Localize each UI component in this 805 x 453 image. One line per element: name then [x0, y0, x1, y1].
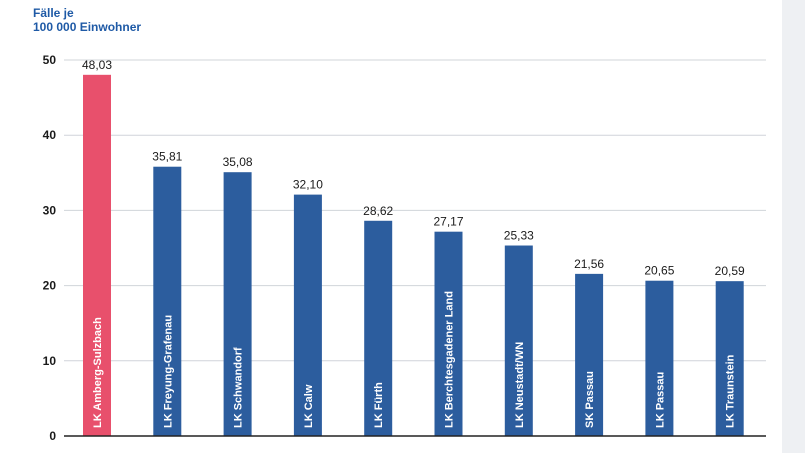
- page-edge-strip: [782, 0, 805, 453]
- y-tick-label: 0: [49, 429, 56, 443]
- y-tick-label: 40: [43, 128, 57, 142]
- bar: [504, 245, 533, 436]
- category-label: LK Amberg-Sulzbach: [92, 317, 104, 428]
- category-label: LK Neustadt/WN: [514, 342, 526, 428]
- chart-frame: Fälle je 100 000 Einwohner 0 10 20 30 40 50 48…: [33, 6, 766, 443]
- y-axis-unit-line-1: Fälle je: [33, 6, 74, 20]
- value-label: 35,08: [223, 155, 253, 169]
- category-label: LK Fürth: [373, 382, 385, 428]
- y-tick-label: 10: [43, 354, 57, 368]
- bar: [293, 194, 322, 436]
- category-label: LK Traunstein: [725, 354, 737, 428]
- y-axis-unit-line-2: 100 000 Einwohner: [33, 20, 142, 34]
- y-tick-label: 30: [43, 203, 57, 217]
- y-axis-unit-label: Fälle je 100 000 Einwohner: [33, 6, 141, 34]
- bar-chart: 0 10 20 30 40 50 48,03 LK Amberg-Sulzbach 35,81 L…: [43, 53, 766, 443]
- category-label: LK Passau: [654, 372, 666, 428]
- y-tick-label: 20: [43, 279, 57, 293]
- value-label: 35,81: [152, 150, 182, 164]
- value-label: 48,03: [82, 58, 112, 72]
- category-label: LK Berchtesgadener Land: [444, 291, 456, 428]
- category-label: LK Freyung-Grafenau: [162, 315, 174, 428]
- bar: [83, 74, 111, 437]
- value-label: 28,62: [363, 204, 393, 218]
- bar: [223, 172, 252, 436]
- value-label: 25,33: [504, 229, 534, 243]
- category-label: SK Passau: [584, 371, 596, 428]
- bar: [434, 231, 463, 436]
- value-label: 21,56: [574, 257, 604, 271]
- value-label: 20,59: [715, 264, 745, 278]
- category-label: LK Calw: [303, 384, 315, 428]
- bar: [715, 281, 744, 436]
- category-label: LK Schwandorf: [233, 347, 245, 428]
- bar: [645, 280, 674, 436]
- value-label: 32,10: [293, 178, 323, 192]
- bar: [364, 220, 393, 436]
- bar: [153, 166, 182, 436]
- value-label: 20,65: [644, 264, 674, 278]
- bar: [575, 273, 604, 436]
- y-tick-label: 50: [43, 53, 57, 67]
- value-label: 27,17: [433, 215, 463, 229]
